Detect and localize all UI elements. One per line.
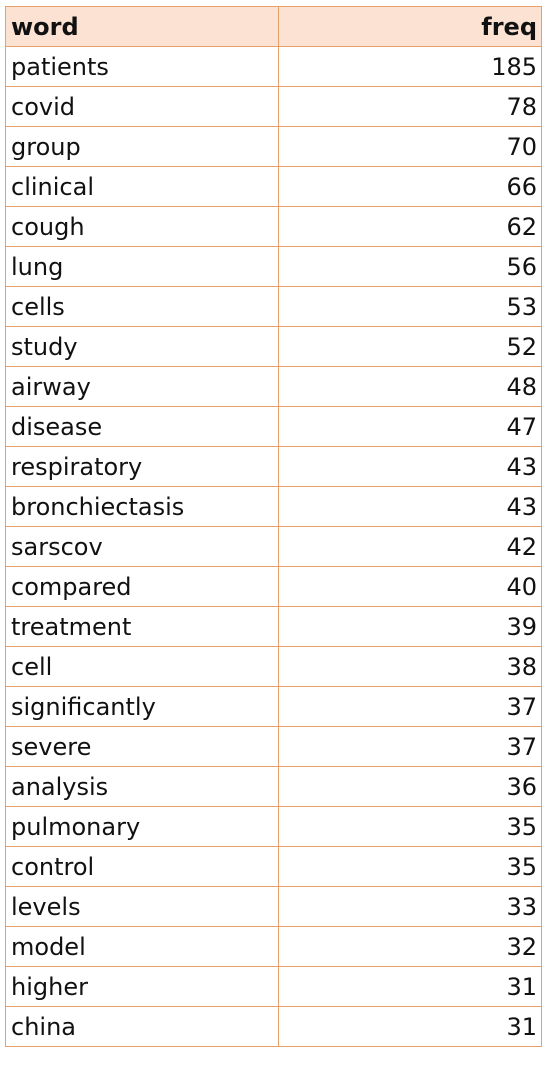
word-cell[interactable]: higher — [5, 966, 279, 1007]
word-cell[interactable]: clinical — [5, 166, 279, 207]
word-frequency-table: word freq patients 185 covid 78 group 70 clini… — [5, 6, 542, 1047]
table-row: covid 78 — [5, 86, 542, 127]
table-body: patients 185 covid 78 group 70 clinical 66 cough… — [5, 46, 542, 1047]
freq-cell[interactable]: 66 — [278, 166, 542, 207]
word-cell[interactable]: patients — [5, 46, 279, 87]
table-row: airway 48 — [5, 366, 542, 407]
table-row: model 32 — [5, 926, 542, 967]
table-row: severe 37 — [5, 726, 542, 767]
word-cell[interactable]: study — [5, 326, 279, 367]
column-header-word[interactable]: word — [5, 6, 279, 47]
table-row: sarscov 42 — [5, 526, 542, 567]
table-row: study 52 — [5, 326, 542, 367]
table-row: cells 53 — [5, 286, 542, 327]
word-cell[interactable]: levels — [5, 886, 279, 927]
table-row: cell 38 — [5, 646, 542, 687]
freq-cell[interactable]: 56 — [278, 246, 542, 287]
word-cell[interactable]: cough — [5, 206, 279, 247]
table-row: levels 33 — [5, 886, 542, 927]
table-row: respiratory 43 — [5, 446, 542, 487]
table-row: lung 56 — [5, 246, 542, 287]
freq-cell[interactable]: 53 — [278, 286, 542, 327]
word-cell[interactable]: airway — [5, 366, 279, 407]
freq-cell[interactable]: 36 — [278, 766, 542, 807]
word-cell[interactable]: control — [5, 846, 279, 887]
table-row: treatment 39 — [5, 606, 542, 647]
word-cell[interactable]: bronchiectasis — [5, 486, 279, 527]
table-row: clinical 66 — [5, 166, 542, 207]
table-row: higher 31 — [5, 966, 542, 1007]
freq-cell[interactable]: 78 — [278, 86, 542, 127]
word-cell[interactable]: group — [5, 126, 279, 167]
word-cell[interactable]: compared — [5, 566, 279, 607]
freq-cell[interactable]: 35 — [278, 846, 542, 887]
freq-cell[interactable]: 37 — [278, 726, 542, 767]
word-cell[interactable]: severe — [5, 726, 279, 767]
table-row: control 35 — [5, 846, 542, 887]
word-cell[interactable]: analysis — [5, 766, 279, 807]
table-row: pulmonary 35 — [5, 806, 542, 847]
word-cell[interactable]: cells — [5, 286, 279, 327]
freq-cell[interactable]: 43 — [278, 446, 542, 487]
table-row: compared 40 — [5, 566, 542, 607]
word-cell[interactable]: model — [5, 926, 279, 967]
freq-cell[interactable]: 42 — [278, 526, 542, 567]
word-cell[interactable]: china — [5, 1006, 279, 1047]
freq-cell[interactable]: 43 — [278, 486, 542, 527]
header-row: word freq — [5, 6, 542, 47]
table-row: group 70 — [5, 126, 542, 167]
table-row: significantly 37 — [5, 686, 542, 727]
freq-cell[interactable]: 52 — [278, 326, 542, 367]
word-cell[interactable]: covid — [5, 86, 279, 127]
word-cell[interactable]: pulmonary — [5, 806, 279, 847]
table-row: bronchiectasis 43 — [5, 486, 542, 527]
word-cell[interactable]: lung — [5, 246, 279, 287]
freq-cell[interactable]: 62 — [278, 206, 542, 247]
freq-cell[interactable]: 39 — [278, 606, 542, 647]
freq-cell[interactable]: 185 — [278, 46, 542, 87]
freq-cell[interactable]: 47 — [278, 406, 542, 447]
column-header-freq[interactable]: freq — [278, 6, 542, 47]
word-cell[interactable]: cell — [5, 646, 279, 687]
freq-cell[interactable]: 33 — [278, 886, 542, 927]
freq-cell[interactable]: 32 — [278, 926, 542, 967]
table-row: china 31 — [5, 1006, 542, 1047]
word-cell[interactable]: sarscov — [5, 526, 279, 567]
freq-cell[interactable]: 70 — [278, 126, 542, 167]
freq-cell[interactable]: 48 — [278, 366, 542, 407]
word-cell[interactable]: respiratory — [5, 446, 279, 487]
freq-cell[interactable]: 31 — [278, 966, 542, 1007]
freq-cell[interactable]: 37 — [278, 686, 542, 727]
freq-cell[interactable]: 35 — [278, 806, 542, 847]
word-cell[interactable]: significantly — [5, 686, 279, 727]
table-row: patients 185 — [5, 46, 542, 87]
word-cell[interactable]: disease — [5, 406, 279, 447]
freq-cell[interactable]: 31 — [278, 1006, 542, 1047]
table-row: analysis 36 — [5, 766, 542, 807]
freq-cell[interactable]: 38 — [278, 646, 542, 687]
word-cell[interactable]: treatment — [5, 606, 279, 647]
table-row: cough 62 — [5, 206, 542, 247]
table-row: disease 47 — [5, 406, 542, 447]
freq-cell[interactable]: 40 — [278, 566, 542, 607]
